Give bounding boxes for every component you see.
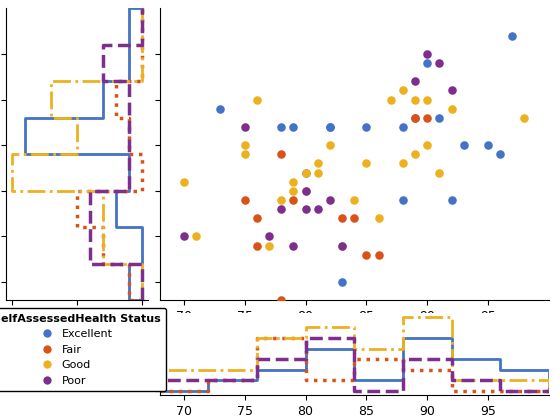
Point <box>447 197 456 203</box>
Point <box>508 32 517 39</box>
Point <box>301 169 310 176</box>
Point <box>253 242 262 249</box>
Point <box>410 78 419 85</box>
Point <box>483 142 492 149</box>
Point <box>374 251 383 258</box>
Legend: Excellent, Fair, Good, Poor: Excellent, Fair, Good, Poor <box>0 308 166 391</box>
Point <box>410 115 419 121</box>
Point <box>362 160 371 167</box>
Point <box>338 242 347 249</box>
Point <box>386 96 395 103</box>
Point <box>423 51 432 58</box>
Point <box>398 123 407 130</box>
Point <box>496 151 505 158</box>
Point <box>301 187 310 194</box>
Point <box>410 115 419 121</box>
Point <box>179 233 188 240</box>
Point <box>423 96 432 103</box>
Point <box>325 123 334 130</box>
Point <box>325 123 334 130</box>
Point <box>423 60 432 66</box>
Point <box>459 142 468 149</box>
Point <box>410 96 419 103</box>
Point <box>313 169 322 176</box>
Point <box>338 279 347 286</box>
Point <box>349 215 359 222</box>
Point <box>423 142 432 149</box>
Point <box>362 123 371 130</box>
Point <box>253 215 262 222</box>
Point <box>289 123 298 130</box>
Point <box>277 297 286 304</box>
Point <box>313 160 322 167</box>
Point <box>374 215 383 222</box>
Point <box>289 197 298 203</box>
Point <box>301 169 310 176</box>
Point <box>289 187 298 194</box>
Point <box>301 187 310 194</box>
Point <box>447 105 456 112</box>
Point <box>192 233 200 240</box>
Point <box>447 87 456 94</box>
Point <box>398 197 407 203</box>
Point <box>264 233 273 240</box>
Point <box>338 215 347 222</box>
Point <box>216 105 225 112</box>
Point <box>435 60 444 66</box>
Point <box>289 178 298 185</box>
Point <box>301 206 310 213</box>
Point <box>520 115 529 121</box>
Point <box>313 206 322 213</box>
Point <box>325 197 334 203</box>
Point <box>240 142 249 149</box>
Point <box>325 142 334 149</box>
Point <box>423 115 432 121</box>
Point <box>338 242 347 249</box>
Point <box>253 96 262 103</box>
Point <box>349 197 359 203</box>
Point <box>240 123 249 130</box>
Point <box>410 151 419 158</box>
Point <box>179 178 188 185</box>
Point <box>264 242 273 249</box>
Point <box>289 242 298 249</box>
Point <box>277 151 286 158</box>
Point <box>240 151 249 158</box>
Point <box>362 251 371 258</box>
Point <box>398 160 407 167</box>
Point <box>240 197 249 203</box>
Point <box>277 123 286 130</box>
Point <box>435 115 444 121</box>
Point <box>277 197 286 203</box>
Point <box>435 169 444 176</box>
Point <box>398 87 407 94</box>
Point <box>277 206 286 213</box>
